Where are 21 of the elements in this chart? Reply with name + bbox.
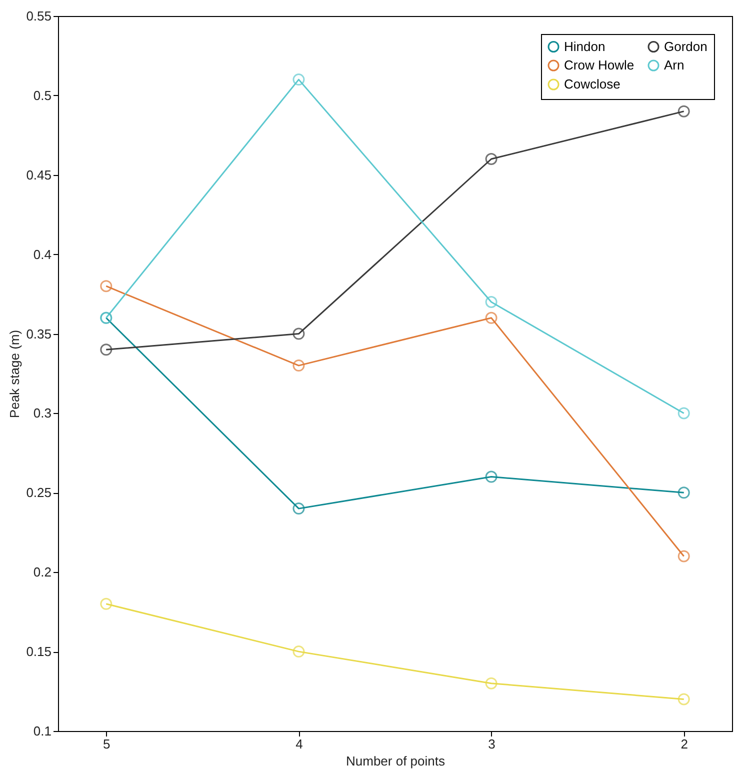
- legend-label: Crow Howle: [564, 58, 634, 72]
- y-tick-label: 0.1: [33, 724, 52, 738]
- x-tick-label: 4: [296, 736, 303, 752]
- y-tick-label: 0.35: [26, 326, 52, 342]
- y-tick-label: 0.25: [26, 485, 52, 500]
- x-tick-label: 5: [103, 736, 110, 752]
- y-tick-label: 0.2: [33, 564, 52, 580]
- y-tick-label: 0.15: [26, 644, 52, 660]
- legend-label: Gordon: [664, 38, 708, 54]
- y-tick-label: 0.45: [26, 167, 52, 182]
- legend-label: Cowclose: [564, 76, 620, 92]
- y-tick-label: 0.55: [26, 8, 52, 24]
- legend-label: Hindon: [564, 38, 606, 54]
- x-axis-title: Number of points: [346, 754, 446, 768]
- y-axis-title: Peak stage (m): [7, 330, 22, 418]
- legend-label: Arn: [664, 58, 684, 72]
- y-tick-label: 0.5: [33, 88, 52, 103]
- y-tick-label: 0.4: [33, 246, 52, 262]
- y-tick-label: 0.3: [33, 406, 52, 421]
- x-tick-label: 2: [680, 736, 688, 752]
- x-tick-label: 3: [488, 736, 496, 752]
